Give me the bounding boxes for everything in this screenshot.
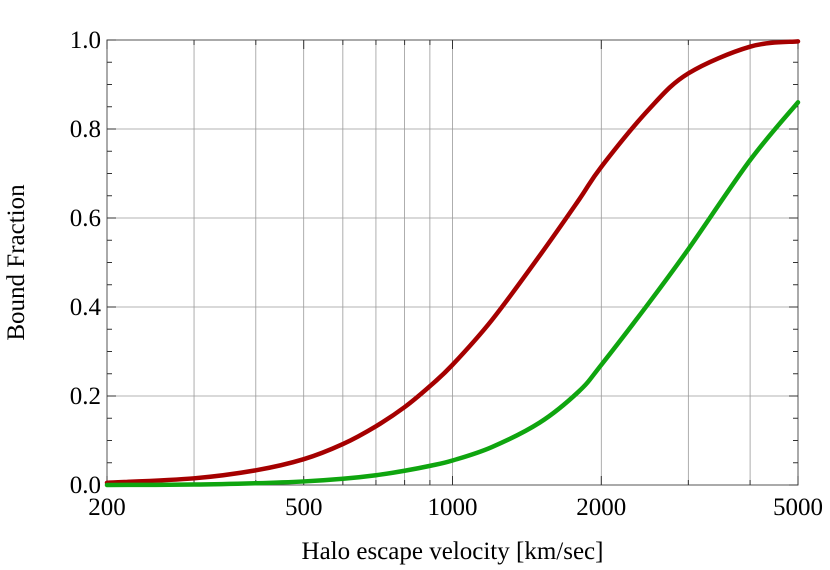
y-tick-label: 0.8	[70, 116, 101, 143]
series-2-line	[104, 100, 801, 488]
tick-labels: 200 500 1000 2000 5000 0.0 0.2 0.4 0.6 0.8 1.0	[70, 27, 823, 521]
y-tick-label: 0.6	[70, 205, 101, 232]
y-tick-label: 0.4	[70, 294, 102, 321]
y-axis-title: Bound Fraction	[3, 184, 30, 341]
series-layer	[104, 39, 801, 488]
y-tick-label: 1.0	[70, 27, 101, 54]
x-tick-label: 2000	[576, 494, 626, 521]
grid	[106, 39, 799, 486]
x-tick-label: 200	[88, 494, 126, 521]
x-tick-label: 5000	[773, 494, 823, 521]
x-tick-label: 1000	[428, 494, 478, 521]
x-axis-title: Halo escape velocity [km/sec]	[302, 538, 604, 565]
y-tick-label: 0.2	[70, 383, 101, 410]
y-tick-label: 0.0	[70, 472, 101, 499]
x-tick-label: 500	[285, 494, 323, 521]
series-1-line	[104, 39, 801, 486]
